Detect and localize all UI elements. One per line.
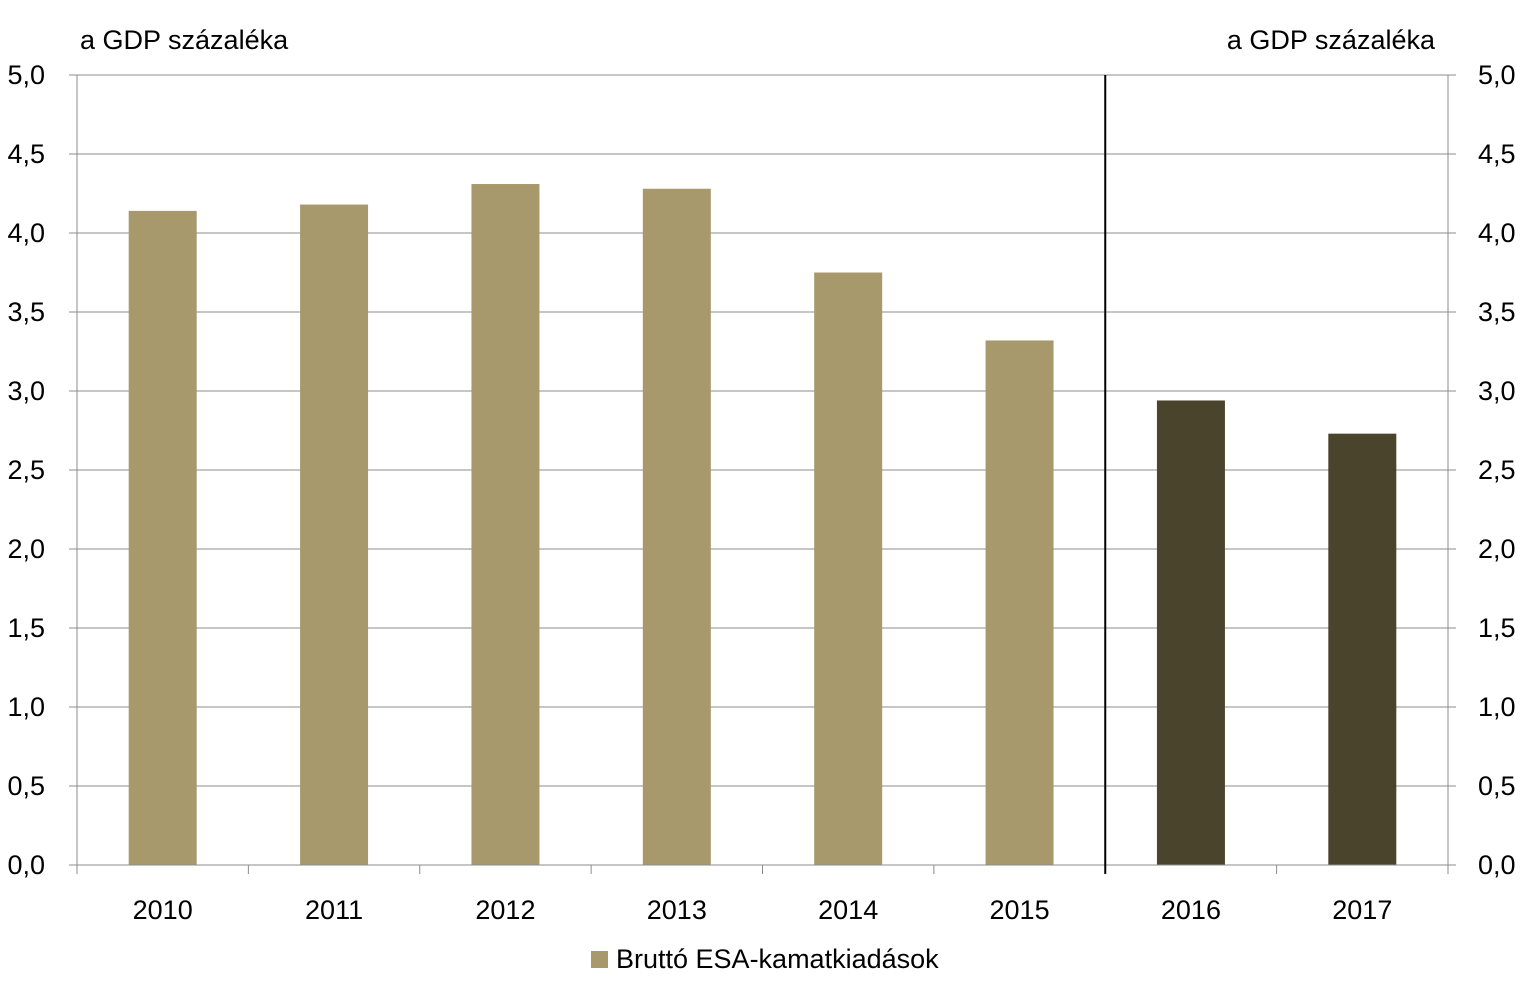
y-unit-left: a GDP százaléka: [80, 25, 289, 55]
y-tick-label-right: 4,0: [1478, 218, 1516, 248]
y-tick-label-left: 2,0: [7, 534, 45, 564]
x-tick-label: 2011: [305, 895, 363, 925]
y-tick-label-right: 1,5: [1478, 613, 1516, 643]
y-tick-label-right: 2,0: [1478, 534, 1516, 564]
y-tick-label-right: 5,0: [1478, 60, 1516, 90]
x-tick-label: 2010: [133, 895, 193, 925]
y-unit-right: a GDP százaléka: [1227, 25, 1436, 55]
y-tick-label-right: 3,0: [1478, 376, 1516, 406]
y-tick-label-right: 4,5: [1478, 139, 1516, 169]
x-tick-label: 2014: [818, 895, 878, 925]
y-tick-label-right: 1,0: [1478, 692, 1516, 722]
x-tick-label: 2013: [647, 895, 707, 925]
y-tick-label-left: 3,0: [7, 376, 45, 406]
y-tick-label-left: 2,5: [7, 455, 45, 485]
y-tick-label-left: 5,0: [7, 60, 45, 90]
x-tick-label: 2017: [1332, 895, 1392, 925]
x-tick-label: 2012: [475, 895, 535, 925]
y-tick-label-left: 4,5: [7, 139, 45, 169]
bars: [128, 184, 1397, 865]
y-tick-label-left: 0,0: [7, 850, 45, 880]
y-tick-label-right: 3,5: [1478, 297, 1516, 327]
bar-2016: [1156, 400, 1225, 865]
x-axis-labels: 2010 2011 2012 2013 2014 2015 2016 2017: [133, 895, 1393, 925]
x-tick-label: 2015: [990, 895, 1050, 925]
y-tick-label-left: 0,5: [7, 771, 45, 801]
y-tick-label-left: 1,5: [7, 613, 45, 643]
gridlines: [77, 74, 1448, 787]
x-tick-label: 2016: [1161, 895, 1221, 925]
legend-swatch: [591, 951, 608, 968]
bar-2017: [1328, 433, 1397, 865]
axes: [69, 74, 1456, 874]
bar-2013: [642, 188, 711, 865]
bar-2011: [300, 204, 369, 865]
bar-2012: [471, 184, 540, 865]
bar-2010: [128, 210, 197, 865]
y-tick-label-right: 0,5: [1478, 771, 1516, 801]
y-tick-label-left: 1,0: [7, 692, 45, 722]
y-axis-left-labels: 0,0 0,5 1,0 1,5 2,0 2,5 3,0 3,5 4,0 4,5 5,0: [7, 60, 45, 880]
y-tick-label-right: 0,0: [1478, 850, 1516, 880]
y-tick-label-right: 2,5: [1478, 455, 1516, 485]
y-tick-label-left: 3,5: [7, 297, 45, 327]
legend-label: Bruttó ESA-kamatkiadások: [616, 944, 939, 974]
bar-2014: [814, 272, 883, 865]
bar-2015: [985, 340, 1054, 865]
y-axis-right-labels: 0,0 0,5 1,0 1,5 2,0 2,5 3,0 3,5 4,0 4,5 5,0: [1478, 60, 1516, 880]
legend: Bruttó ESA-kamatkiadások: [591, 944, 939, 974]
y-tick-label-left: 4,0: [7, 218, 45, 248]
